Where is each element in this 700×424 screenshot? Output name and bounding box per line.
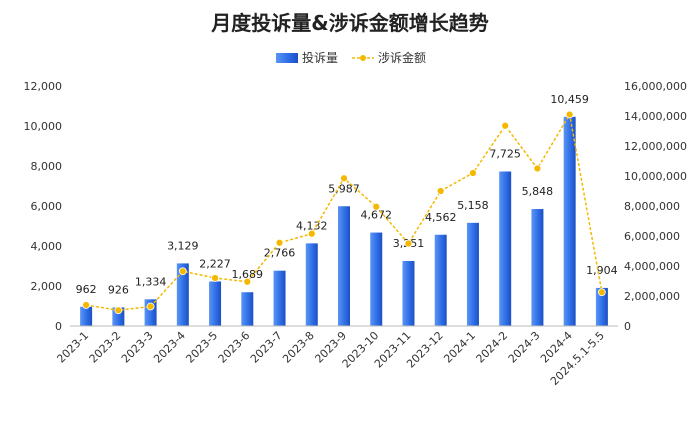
line-point (372, 202, 381, 211)
legend-swatch-marker (360, 55, 366, 61)
x-tick-label: 2023-4 (151, 329, 188, 366)
line-point (469, 169, 477, 177)
bar-value-label: 7,725 (489, 148, 521, 161)
bar (434, 234, 447, 326)
bar (241, 292, 254, 326)
line-point (114, 306, 123, 315)
bar-value-label: 3,129 (167, 239, 199, 252)
left-tick-label: 10,000 (24, 120, 63, 133)
line-point (178, 267, 187, 276)
left-tick-label: 2,000 (31, 280, 63, 293)
bar-value-label: 5,158 (457, 199, 489, 212)
bar (305, 243, 318, 326)
left-tick-label: 6,000 (31, 200, 63, 213)
x-tick-label: 2023-7 (248, 329, 285, 366)
x-tick-label: 2023-2 (87, 329, 124, 366)
bar (338, 206, 350, 326)
left-tick-label: 8,000 (31, 160, 63, 173)
right-axis: 0 2,000,000 4,000,000 6,000,000 8,000,000 10,… (624, 80, 687, 333)
bar-value-label: 2,766 (264, 247, 296, 260)
right-tick-label: 10,000,000 (624, 170, 687, 183)
x-tick-label: 2024-1 (441, 329, 478, 366)
line-point (597, 288, 606, 297)
legend-label-bar: 投诉量 (302, 50, 338, 65)
bar-series: 962 9261,3343,1292,2271,6892,7664,1325,98… (76, 93, 618, 326)
bar (370, 232, 383, 326)
x-tick-label: 2024-2 (474, 329, 511, 366)
line-point (307, 229, 316, 238)
legend: 投诉量 涉诉金额 (276, 50, 426, 65)
x-tick-label: 2023-8 (280, 329, 317, 366)
line-point (533, 164, 542, 173)
x-axis: 2023-12023-22023-32023-42023-52023-62023… (54, 325, 618, 388)
bar-value-label: 4,132 (296, 219, 328, 232)
bar-value-label: 1,904 (586, 264, 618, 277)
chart-title: 月度投诉量&涉诉金额增长趋势 (210, 11, 488, 35)
line-series (82, 110, 606, 315)
bar-value-label: 926 (108, 283, 129, 296)
line-point (565, 110, 574, 119)
bar (209, 281, 222, 326)
bar-value-label: 4,672 (360, 209, 392, 222)
right-tick-label: 8,000,000 (624, 200, 680, 213)
bar (80, 306, 93, 326)
left-axis: 0 2,000 4,000 6,000 8,000 10,000 12,000 (24, 80, 63, 333)
right-tick-label: 4,000,000 (624, 260, 680, 273)
line-point (436, 187, 445, 195)
right-tick-label: 0 (624, 320, 631, 333)
bar-value-label: 10,459 (550, 93, 589, 106)
bar (563, 116, 576, 326)
bar (466, 222, 479, 326)
x-tick-label: 2023-1 (54, 329, 91, 366)
bar (531, 209, 544, 326)
legend-swatch-bar (276, 53, 298, 63)
legend-label-line: 涉诉金额 (378, 50, 426, 65)
left-tick-label: 4,000 (31, 240, 63, 253)
left-tick-label: 0 (55, 320, 62, 333)
right-tick-label: 2,000,000 (624, 290, 680, 303)
line-point (82, 301, 91, 309)
bar (499, 171, 512, 326)
bar-value-label: 4,562 (425, 211, 457, 224)
line-point (340, 174, 348, 183)
left-tick-label: 12,000 (24, 80, 63, 93)
bar (402, 260, 415, 326)
line-point (404, 239, 413, 248)
line-point (146, 302, 155, 311)
right-tick-label: 12,000,000 (624, 140, 687, 153)
x-tick-label: 2023-5 (183, 329, 220, 366)
bar-value-label: 1,334 (135, 275, 167, 288)
right-tick-label: 16,000,000 (624, 80, 687, 93)
bar-value-label: 5,848 (522, 185, 554, 198)
x-tick-label: 2023-6 (216, 329, 253, 366)
right-tick-label: 6,000,000 (624, 230, 680, 243)
bar-value-label: 2,227 (199, 257, 231, 270)
right-tick-label: 14,000,000 (624, 110, 687, 123)
line-point (243, 277, 252, 286)
line-point (501, 121, 510, 130)
line-point (211, 274, 219, 282)
bar-value-label: 962 (76, 283, 97, 296)
x-tick-label: 2024-3 (506, 329, 543, 366)
x-tick-label: 2023-3 (119, 329, 156, 366)
bar (595, 287, 608, 326)
line-point (275, 238, 284, 247)
bar (273, 270, 286, 326)
bar (176, 263, 189, 326)
